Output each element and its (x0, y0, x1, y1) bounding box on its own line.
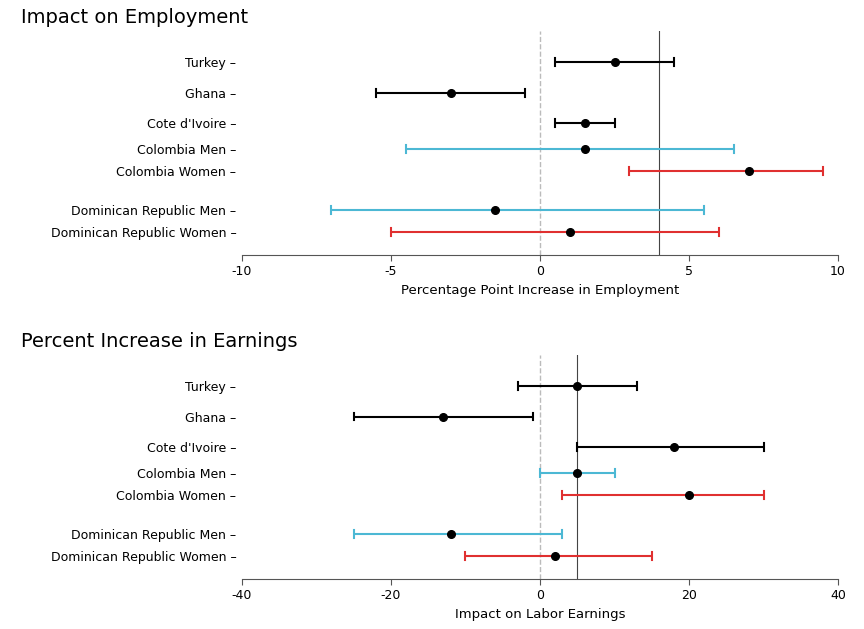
X-axis label: Percentage Point Increase in Employment: Percentage Point Increase in Employment (401, 284, 679, 297)
Text: Percent Increase in Earnings: Percent Increase in Earnings (22, 332, 298, 351)
Text: Impact on Employment: Impact on Employment (22, 8, 249, 27)
X-axis label: Impact on Labor Earnings: Impact on Labor Earnings (454, 608, 626, 621)
